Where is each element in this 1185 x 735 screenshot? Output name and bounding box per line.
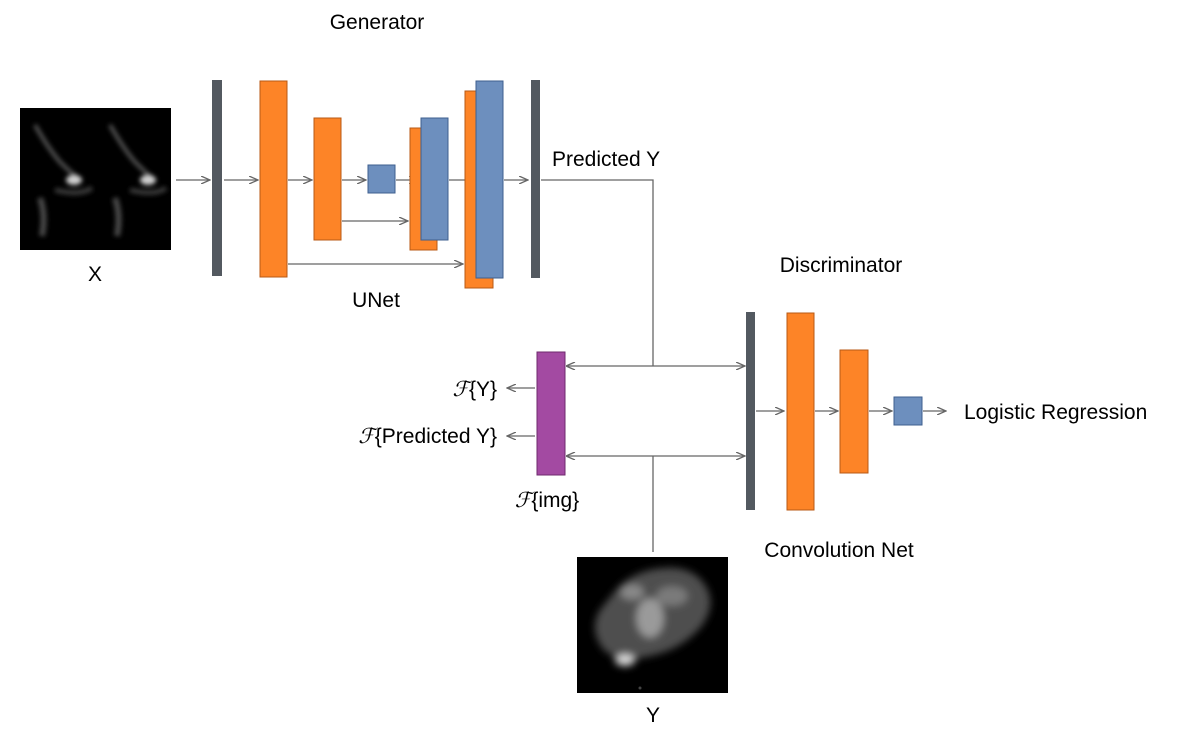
generator-label: Generator — [330, 11, 425, 34]
fourier-img-label: ℱ{img} — [515, 488, 579, 512]
discriminator-conv-block-1 — [786, 312, 815, 511]
decoder-1-block — [420, 117, 449, 241]
generator-input-layer — [212, 80, 222, 276]
logistic-regression-label: Logistic Regression — [964, 401, 1147, 424]
fourier-predicted-y-label: ℱ{Predicted Y} — [358, 424, 497, 448]
fourier-transform-block — [536, 351, 566, 476]
discriminator-output-block — [893, 396, 923, 426]
target-image-y — [577, 557, 728, 693]
encoder-block-1 — [259, 80, 288, 278]
discriminator-input-layer — [746, 312, 755, 510]
decoder-2-block — [475, 80, 504, 279]
x-label: X — [88, 263, 102, 286]
fourier-y-label: ℱ{Y} — [452, 377, 497, 401]
input-image-x — [20, 108, 171, 250]
predicted-y-label: Predicted Y — [552, 148, 660, 171]
unet-label: UNet — [352, 289, 400, 312]
discriminator-conv-block-2 — [839, 349, 869, 474]
generator-output-layer — [531, 80, 540, 278]
discriminator-label: Discriminator — [780, 254, 903, 277]
bottleneck-block — [367, 164, 396, 194]
encoder-block-2 — [313, 117, 342, 241]
predicted-y-connector — [541, 179, 654, 366]
y-label: Y — [646, 704, 660, 727]
convolution-net-label: Convolution Net — [764, 539, 914, 562]
